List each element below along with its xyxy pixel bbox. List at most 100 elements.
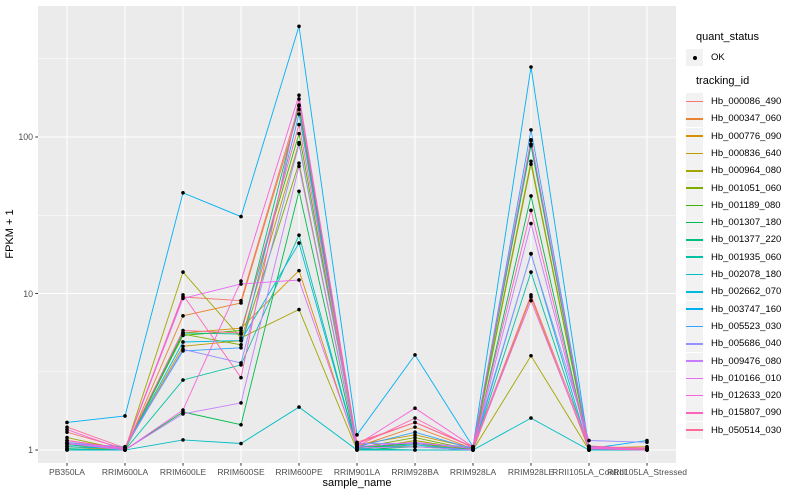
data-point: [413, 406, 417, 410]
data-point: [65, 420, 69, 425]
series-color-line-icon: [686, 152, 703, 155]
legend-item-label: Hb_001307_180: [711, 217, 782, 229]
y-tick-label: 1: [28, 445, 33, 455]
data-point: [529, 298, 533, 303]
legend-item: Hb_000836_640: [686, 144, 782, 162]
data-point: [181, 340, 185, 344]
data-point: [181, 344, 185, 349]
data-point: [297, 142, 301, 146]
legend-key-swatch: [686, 404, 703, 422]
data-point: [645, 440, 649, 445]
data-point: [587, 444, 591, 448]
legend-item-quant-ok: OK: [686, 49, 725, 66]
data-point: [413, 425, 417, 429]
data-point: [181, 412, 185, 416]
legend-item: Hb_009476_080: [686, 352, 782, 370]
data-point: [587, 446, 591, 451]
data-point: [529, 221, 533, 226]
legend-key-swatch: [686, 421, 703, 439]
data-point: [239, 336, 243, 340]
data-point: [297, 161, 301, 166]
legend-item-label: Hb_001935_060: [711, 251, 782, 263]
legend-item-label: Hb_002662_070: [711, 286, 782, 298]
legend-key-swatch: [686, 231, 703, 249]
data-point: [529, 353, 533, 358]
legend-item-label: Hb_000836_640: [711, 147, 782, 159]
data-point: [123, 414, 127, 418]
series-color-line-icon: [686, 291, 703, 293]
y-axis-title: FPKM + 1: [4, 209, 16, 259]
x-tick-label: RRIM600SE: [217, 467, 265, 477]
legend-item: Hb_005686_040: [686, 335, 782, 353]
x-tick-label: RRIM928BA: [391, 467, 439, 477]
legend-item: Hb_002078_180: [686, 266, 781, 283]
legend-item: Hb_000776_090: [686, 127, 781, 145]
data-point: [181, 347, 185, 352]
data-point: [355, 433, 359, 437]
data-point: [239, 343, 243, 347]
x-tick-label: RRIM928LE: [507, 467, 555, 477]
data-point: [181, 314, 185, 318]
series-color-line-icon: [686, 412, 703, 414]
legend-item-label: Hb_005686_040: [711, 338, 782, 350]
legend-item: Hb_001307_180: [686, 214, 782, 232]
data-point: [355, 444, 359, 448]
legend-item: Hb_001377_220: [686, 231, 782, 249]
data-point: [181, 408, 185, 412]
data-point: [297, 93, 301, 97]
legend-key-swatch: [686, 179, 703, 197]
legend-item: Hb_000347_060: [686, 110, 781, 128]
data-point: [239, 441, 243, 446]
legend-item: Hb_015807_090: [686, 404, 782, 422]
data-point: [529, 416, 533, 420]
data-point: [239, 279, 243, 283]
legend-title-tracking-id: tracking_id: [696, 75, 750, 87]
data-point: [297, 164, 301, 169]
data-point: [297, 189, 301, 194]
data-point: [239, 331, 243, 335]
legend-title-quant-status: quant_status: [696, 31, 759, 43]
data-point: [239, 401, 243, 405]
data-point: [297, 241, 301, 245]
legend-item-label: Hb_001377_220: [711, 234, 782, 246]
data-point: [413, 353, 417, 357]
series-color-line-icon: [686, 360, 703, 362]
data-point: [355, 440, 359, 445]
series-color-line-icon: [686, 342, 703, 345]
series-color-line-icon: [686, 377, 703, 380]
legend-item: Hb_000964_080: [686, 162, 781, 180]
legend-item-label: Hb_009476_080: [711, 355, 782, 367]
legend-key-swatch: [686, 162, 703, 180]
legend-item: Hb_010166_010: [686, 369, 782, 387]
data-point: [413, 433, 417, 437]
x-tick-label: RRII105LA_Stressed: [607, 467, 687, 477]
legend-item-label: Hb_010166_010: [711, 372, 782, 384]
data-point: [65, 441, 69, 446]
data-point: [181, 438, 185, 442]
series-color-line-icon: [686, 239, 703, 241]
data-point: [529, 128, 533, 132]
data-point: [529, 194, 533, 198]
legend-item-label: Hb_015807_090: [711, 407, 782, 419]
data-point: [297, 97, 301, 101]
data-point: [297, 233, 301, 237]
series-color-line-icon: [686, 429, 703, 432]
x-tick-label: PB350LA: [49, 467, 85, 477]
legend-item-label: Hb_001189_080: [711, 199, 781, 211]
legend-item-label: Hb_005523_030: [711, 320, 782, 332]
legend-key-swatch: [686, 266, 703, 283]
series-color-line-icon: [686, 135, 703, 137]
x-axis-title: sample_name: [322, 477, 392, 489]
legend-key-swatch: [686, 214, 703, 232]
legend-item-label: Hb_002078_180: [711, 269, 782, 280]
data-point: [529, 162, 533, 167]
legend-item: Hb_001189_080: [686, 196, 781, 214]
x-tick-label: RRIM600LA: [101, 467, 149, 477]
x-tick-label: RRIM600PE: [275, 467, 323, 477]
data-point: [65, 438, 69, 443]
legend-key-swatch: [686, 127, 703, 145]
y-tick-label: 10: [23, 288, 33, 299]
data-point: [413, 448, 417, 452]
data-point: [123, 446, 127, 450]
data-point: [529, 143, 533, 148]
